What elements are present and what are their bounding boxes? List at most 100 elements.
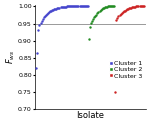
Cluster 1 bbox=[57, 7, 60, 9]
Cluster 2 bbox=[97, 11, 100, 13]
Cluster 2 bbox=[107, 5, 109, 7]
Cluster 1 bbox=[76, 5, 79, 7]
Cluster 3 bbox=[118, 14, 121, 16]
Cluster 1 bbox=[38, 24, 41, 26]
Cluster 2 bbox=[111, 5, 113, 7]
Cluster 3 bbox=[125, 9, 127, 11]
Cluster 1 bbox=[81, 5, 84, 7]
Cluster 3 bbox=[133, 6, 135, 8]
Cluster 3 bbox=[128, 7, 130, 9]
Cluster 1 bbox=[67, 5, 69, 7]
Cluster 2 bbox=[88, 38, 90, 40]
Cluster 1 bbox=[86, 5, 88, 7]
Cluster 1 bbox=[47, 12, 49, 14]
Cluster 1 bbox=[74, 5, 76, 7]
Cluster 1 bbox=[37, 29, 40, 31]
Cluster 1 bbox=[85, 5, 87, 7]
Cluster 2 bbox=[90, 22, 92, 24]
Cluster 1 bbox=[35, 67, 38, 69]
Cluster 1 bbox=[46, 13, 48, 15]
Cluster 2 bbox=[96, 12, 99, 14]
Cluster 3 bbox=[135, 5, 138, 7]
Cluster 1 bbox=[42, 16, 45, 18]
Cluster 1 bbox=[59, 6, 62, 8]
Cluster 3 bbox=[130, 7, 132, 9]
Cluster 3 bbox=[132, 6, 134, 8]
Cluster 3 bbox=[126, 8, 128, 10]
Cluster 3 bbox=[120, 12, 123, 14]
Cluster 1 bbox=[87, 5, 89, 7]
Cluster 3 bbox=[114, 91, 117, 93]
Cluster 1 bbox=[48, 11, 50, 13]
Cluster 2 bbox=[95, 14, 98, 16]
Y-axis label: $F_{ws}$: $F_{ws}$ bbox=[4, 50, 17, 64]
Cluster 3 bbox=[138, 5, 141, 7]
Cluster 1 bbox=[77, 5, 80, 7]
Cluster 1 bbox=[63, 6, 65, 8]
Cluster 1 bbox=[49, 11, 51, 13]
Cluster 1 bbox=[58, 7, 61, 9]
Cluster 1 bbox=[64, 6, 66, 8]
Cluster 2 bbox=[89, 26, 91, 28]
Cluster 2 bbox=[93, 16, 95, 18]
Cluster 1 bbox=[66, 5, 68, 7]
Cluster 2 bbox=[113, 5, 116, 7]
Cluster 3 bbox=[141, 5, 144, 7]
Cluster 2 bbox=[102, 7, 105, 9]
Cluster 3 bbox=[116, 17, 119, 19]
Cluster 2 bbox=[106, 6, 108, 8]
Cluster 2 bbox=[112, 5, 114, 7]
Cluster 1 bbox=[65, 6, 67, 8]
Cluster 1 bbox=[50, 10, 52, 12]
Cluster 1 bbox=[45, 14, 47, 16]
Cluster 2 bbox=[94, 15, 96, 17]
Cluster 3 bbox=[115, 19, 118, 21]
Cluster 3 bbox=[123, 11, 125, 13]
Cluster 2 bbox=[100, 8, 103, 10]
Cluster 1 bbox=[41, 18, 44, 20]
Cluster 2 bbox=[103, 6, 106, 8]
Cluster 1 bbox=[68, 5, 70, 7]
Cluster 1 bbox=[51, 9, 53, 11]
Cluster 3 bbox=[124, 10, 126, 12]
Cluster 3 bbox=[131, 6, 133, 8]
Cluster 1 bbox=[71, 5, 73, 7]
Cluster 3 bbox=[142, 5, 145, 7]
Cluster 2 bbox=[110, 5, 112, 7]
Cluster 1 bbox=[40, 20, 43, 22]
Cluster 1 bbox=[36, 52, 39, 54]
Cluster 2 bbox=[92, 18, 94, 20]
Cluster 1 bbox=[39, 22, 42, 24]
Cluster 3 bbox=[122, 11, 124, 13]
Cluster 1 bbox=[80, 5, 83, 7]
Cluster 2 bbox=[105, 6, 107, 8]
Cluster 1 bbox=[60, 6, 63, 8]
Cluster 2 bbox=[91, 20, 93, 22]
Cluster 1 bbox=[56, 7, 59, 9]
Cluster 2 bbox=[108, 5, 110, 7]
Cluster 1 bbox=[52, 9, 54, 11]
Cluster 2 bbox=[99, 9, 102, 11]
Cluster 1 bbox=[53, 8, 56, 10]
Cluster 1 bbox=[84, 5, 86, 7]
Cluster 3 bbox=[129, 7, 131, 9]
Cluster 3 bbox=[119, 13, 122, 15]
Cluster 1 bbox=[73, 5, 75, 7]
Cluster 3 bbox=[127, 8, 129, 10]
Cluster 3 bbox=[136, 5, 139, 7]
X-axis label: Isolate: Isolate bbox=[76, 111, 105, 120]
Cluster 2 bbox=[109, 5, 111, 7]
Cluster 3 bbox=[117, 15, 120, 17]
Cluster 2 bbox=[98, 10, 101, 12]
Cluster 1 bbox=[44, 15, 46, 17]
Cluster 3 bbox=[137, 5, 140, 7]
Legend: Cluster 1, Cluster 2, Cluster 3: Cluster 1, Cluster 2, Cluster 3 bbox=[109, 60, 143, 79]
Cluster 1 bbox=[69, 5, 71, 7]
Cluster 3 bbox=[134, 6, 136, 8]
Cluster 3 bbox=[140, 5, 143, 7]
Cluster 1 bbox=[72, 5, 74, 7]
Cluster 1 bbox=[75, 5, 78, 7]
Cluster 1 bbox=[55, 8, 58, 10]
Cluster 1 bbox=[82, 5, 85, 7]
Cluster 1 bbox=[70, 5, 72, 7]
